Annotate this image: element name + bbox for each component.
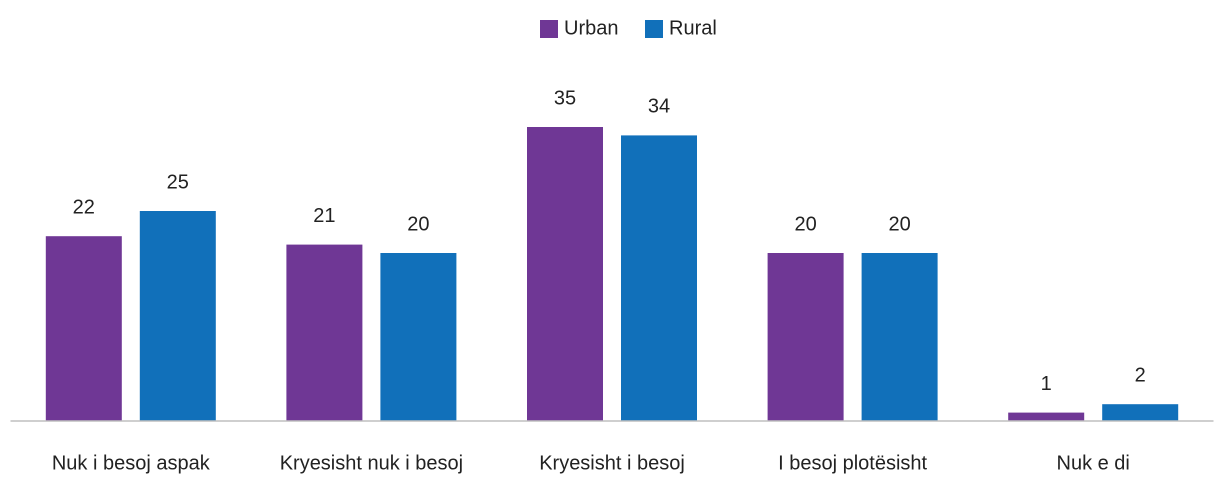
bar <box>1008 412 1085 421</box>
value-label: 34 <box>648 96 670 118</box>
value-label: 22 <box>73 196 95 218</box>
x-tick-label: Kryesisht nuk i besoj <box>280 452 463 474</box>
bar <box>139 211 216 421</box>
bar <box>1102 404 1179 421</box>
x-tick-label: Nuk e di <box>1057 452 1130 474</box>
value-label: 25 <box>167 171 189 193</box>
value-label: 20 <box>888 213 910 235</box>
bar <box>286 244 363 421</box>
value-label: 1 <box>1041 373 1052 395</box>
bar <box>621 135 697 421</box>
legend-swatch <box>645 20 663 38</box>
x-tick-label: Nuk i besoj aspak <box>52 452 211 474</box>
value-label: 35 <box>554 87 576 109</box>
value-label: 20 <box>794 213 816 235</box>
x-tick-label: I besoj plotësisht <box>778 452 927 474</box>
x-tick-label: Kryesisht i besoj <box>539 452 685 474</box>
bar <box>527 127 603 421</box>
value-label: 20 <box>407 213 429 235</box>
legend-label: Rural <box>669 17 717 39</box>
bar <box>861 253 938 421</box>
bar <box>767 253 844 421</box>
value-label: 21 <box>313 205 335 227</box>
legend-swatch <box>540 20 558 38</box>
bar <box>45 236 122 421</box>
value-label: 2 <box>1135 364 1146 386</box>
legend-label: Urban <box>564 17 618 39</box>
bar <box>380 253 457 421</box>
